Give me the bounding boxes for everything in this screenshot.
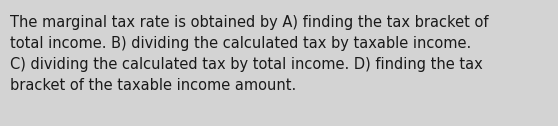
Text: The marginal tax rate is obtained by A) finding the tax bracket of
total income.: The marginal tax rate is obtained by A) … — [10, 15, 489, 93]
